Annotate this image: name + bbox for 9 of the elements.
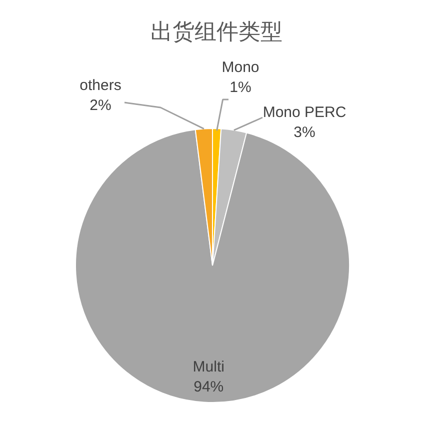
chart-title: 出货组件类型 (150, 20, 282, 45)
data-label: 1% (230, 79, 252, 96)
data-label: 94% (194, 378, 224, 396)
slice-label: Mono PERC (262, 104, 346, 121)
slice-label: others (80, 76, 122, 94)
slice-label: Mono (222, 58, 260, 76)
slice-label: Multi (192, 358, 224, 376)
data-label: 3% (294, 124, 316, 142)
data-label: 2% (90, 97, 112, 114)
